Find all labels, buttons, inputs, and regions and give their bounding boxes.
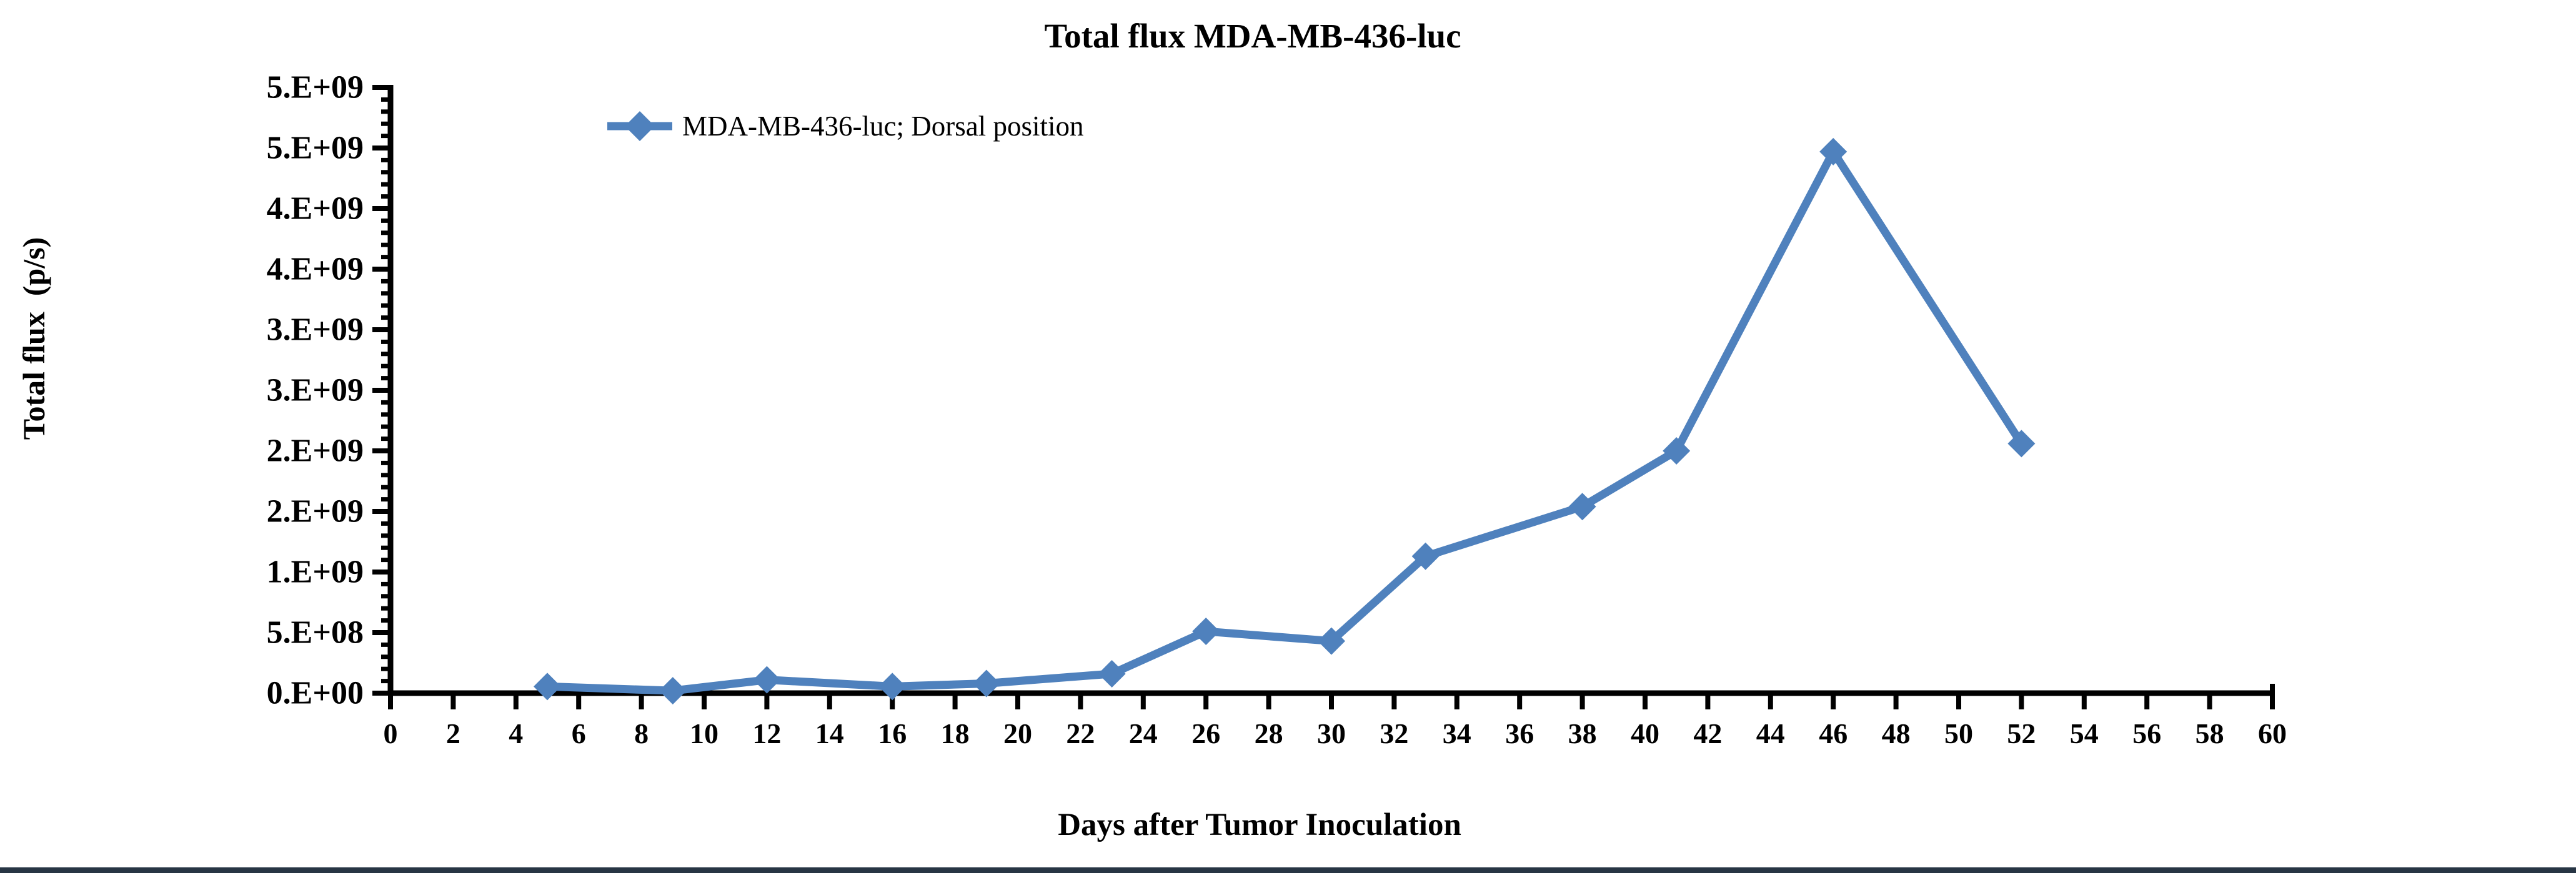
x-tick-label: 52: [2007, 718, 2036, 749]
x-tick-label: 36: [1505, 718, 1534, 749]
bottom-edge-bar: [0, 867, 2576, 873]
x-tick-label: 10: [690, 718, 719, 749]
data-point-marker: [659, 677, 687, 705]
x-tick-label: 60: [2258, 718, 2287, 749]
x-tick-label: 16: [878, 718, 907, 749]
x-tick-label: 38: [1568, 718, 1597, 749]
x-tick-label: 50: [1944, 718, 1973, 749]
x-tick-label: 48: [1882, 718, 1911, 749]
x-tick-label: 2: [446, 718, 460, 749]
y-tick-label: 0.E+00: [267, 676, 364, 711]
x-tick-label: 6: [572, 718, 586, 749]
data-point-marker: [2007, 430, 2036, 458]
x-tick-label: 24: [1129, 718, 1158, 749]
data-point-marker: [1568, 493, 1596, 521]
x-tick-label: 58: [2196, 718, 2224, 749]
x-axis-title: Days after Tumor Inoculation: [1058, 807, 1461, 842]
data-point-marker: [1192, 618, 1220, 646]
data-point-marker: [753, 666, 781, 694]
y-tick-label: 3.E+09: [267, 312, 364, 348]
x-tick-label: 22: [1066, 718, 1095, 749]
x-tick-label: 14: [815, 718, 844, 749]
x-tick-label: 54: [2070, 718, 2099, 749]
y-tick-label: 2.E+09: [267, 433, 364, 469]
series-line: [543, 147, 2026, 695]
x-tick-label: 26: [1191, 718, 1220, 749]
x-tick-label: 4: [509, 718, 523, 749]
data-point-marker: [1411, 542, 1440, 570]
x-tick-label: 12: [752, 718, 781, 749]
data-point-marker: [972, 669, 1000, 698]
x-tick-label: 40: [1631, 718, 1659, 749]
data-point-marker: [1318, 627, 1345, 655]
x-tick-label: 42: [1693, 718, 1722, 749]
x-tick-label: 30: [1317, 718, 1346, 749]
x-tick-label: 46: [1819, 718, 1847, 749]
data-point-marker: [1819, 137, 1847, 165]
x-tick-label: 28: [1255, 718, 1283, 749]
legend-label: MDA-MB-436-luc; Dorsal position: [682, 111, 1084, 142]
data-point-marker: [534, 673, 561, 701]
data-point-marker: [878, 673, 907, 701]
x-tick-label: 18: [941, 718, 970, 749]
chart-title: Total flux MDA-MB-436-luc: [1044, 17, 1461, 55]
y-tick-label: 3.E+09: [267, 373, 364, 408]
x-tick-label: 0: [384, 718, 398, 749]
x-tick-label: 34: [1443, 718, 1471, 749]
x-tick-label: 8: [634, 718, 649, 749]
y-tick-label: 5.E+09: [267, 70, 364, 106]
y-tick-label: 4.E+09: [267, 252, 364, 287]
data-point-marker: [1098, 659, 1126, 688]
x-tick-label: 32: [1380, 718, 1408, 749]
x-tick-label: 20: [1003, 718, 1032, 749]
legend: MDA-MB-436-luc; Dorsal position: [605, 110, 1083, 142]
y-tick-label: 5.E+09: [267, 131, 364, 166]
y-tick-label: 2.E+09: [267, 494, 364, 530]
y-tick-label: 5.E+08: [267, 615, 364, 651]
y-tick-label: 1.E+09: [267, 555, 364, 590]
data-point-marker: [1663, 437, 1691, 465]
x-tick-label: 44: [1756, 718, 1785, 749]
y-tick-label: 4.E+09: [267, 191, 364, 227]
legend-line-diamond-icon: [607, 111, 672, 141]
x-tick-label: 56: [2132, 718, 2161, 749]
